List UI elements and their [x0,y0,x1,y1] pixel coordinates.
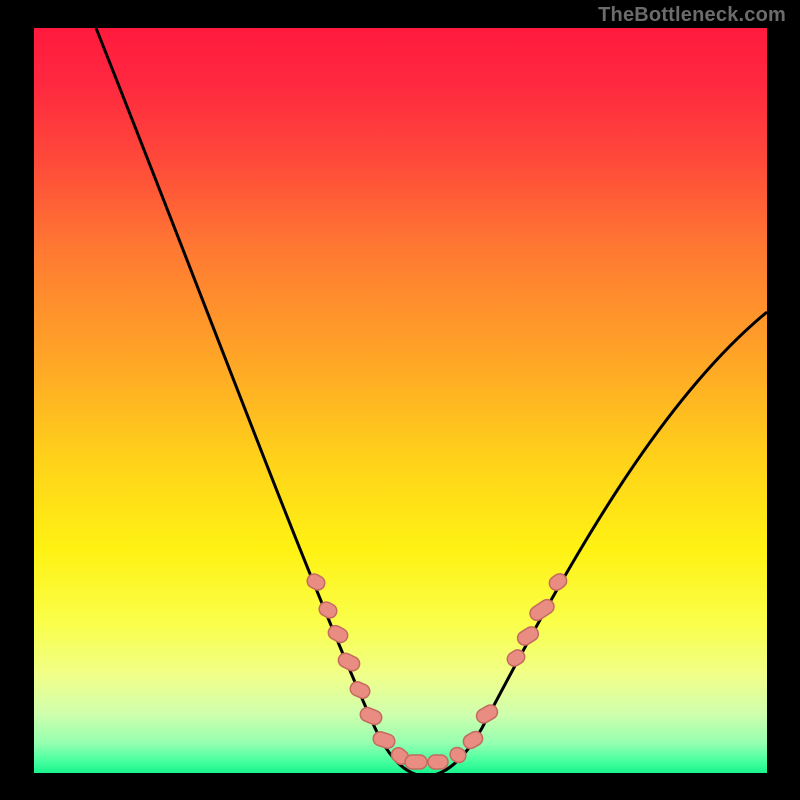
curve-marker [405,755,427,769]
curve-marker [428,755,448,769]
watermark-text: TheBottleneck.com [598,4,786,27]
chart-canvas: TheBottleneck.com [0,0,800,800]
bottleneck-curve-chart [0,0,800,800]
plot-background [34,28,767,773]
